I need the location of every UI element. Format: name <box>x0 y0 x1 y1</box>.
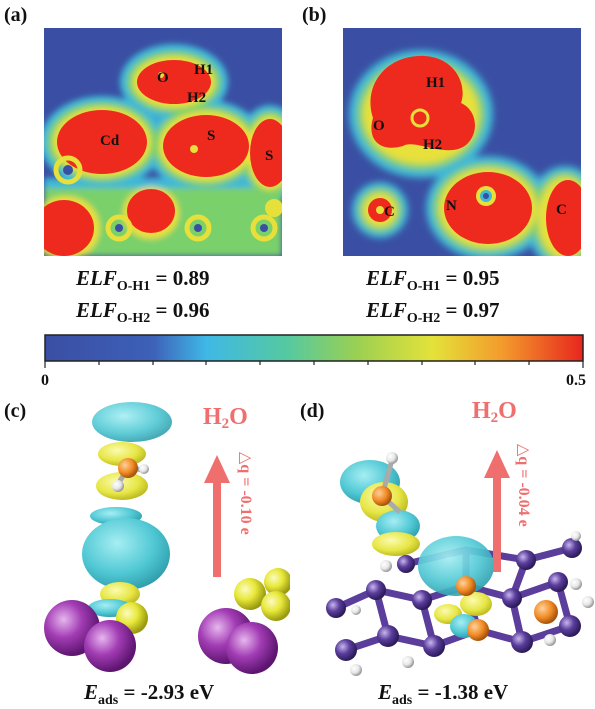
map-b-atom-h1: H1 <box>426 75 446 91</box>
eads-c-subscript: ads <box>98 693 119 708</box>
molecule-d-o: O <box>498 398 517 424</box>
elf-a-oh2-subscript: O-H2 <box>116 311 151 326</box>
charge-transfer-d: △q = -0.04 e <box>515 444 532 527</box>
panel-label-a: (a) <box>4 4 28 26</box>
map-b-atom-o: O <box>373 118 385 134</box>
eads-d-symbol: E <box>378 680 393 704</box>
eads-c: Eads = -2.93 eV <box>84 680 214 709</box>
elf-a-oh1-symbol: ELF <box>76 266 117 290</box>
molecule-c-o: O <box>229 404 248 430</box>
arrow-d <box>484 450 510 572</box>
panel-label-d: (d) <box>300 400 325 422</box>
map-a-atom-h1: H1 <box>194 62 214 78</box>
colorbar-min-label: 0 <box>41 372 49 389</box>
colorbar <box>44 334 584 368</box>
elf-map-b <box>343 28 581 256</box>
molecule-d-h: H <box>472 398 491 424</box>
map-a-atom-h2: H2 <box>187 90 207 106</box>
elf-b-oh1: ELFO-H1 = 0.95 <box>366 266 500 295</box>
colorbar-ticks <box>44 361 584 368</box>
elf-b-oh1-symbol: ELF <box>366 266 407 290</box>
map-a-atom-o: O <box>157 70 169 86</box>
elf-b-oh2-subscript: O-H2 <box>406 311 441 326</box>
elf-a-oh1-subscript: O-H1 <box>116 279 151 294</box>
molecule-d-sub: 2 <box>490 410 499 426</box>
elf-a-oh2-symbol: ELF <box>76 298 117 322</box>
colorbar-max-label: 0.5 <box>566 372 586 389</box>
elf-a-oh2-value: = 0.96 <box>155 298 210 322</box>
elf-map-a <box>44 28 282 256</box>
map-a-atom-s2: S <box>265 148 274 164</box>
map-a-atom-s1: S <box>207 128 216 144</box>
eads-c-symbol: E <box>84 680 99 704</box>
eads-d: Eads = -1.38 eV <box>378 680 508 709</box>
molecule-c-h: H <box>203 404 222 430</box>
elf-b-oh1-value: = 0.95 <box>445 266 500 290</box>
structure-d <box>326 452 594 676</box>
panel-label-b: (b) <box>302 4 327 26</box>
map-b-atom-h2: H2 <box>423 137 443 153</box>
elf-a-oh2: ELFO-H2 = 0.96 <box>76 298 210 327</box>
structure-c <box>44 402 290 674</box>
molecule-c-sub: 2 <box>221 416 230 432</box>
elf-a-oh1-value: = 0.89 <box>155 266 210 290</box>
arrow-c <box>204 455 230 577</box>
map-b-atom-n: N <box>446 198 457 214</box>
elf-b-oh2: ELFO-H2 = 0.97 <box>366 298 500 327</box>
map-b-atom-c2: C <box>556 202 567 218</box>
eads-d-subscript: ads <box>392 693 413 708</box>
map-b-atom-c1: C <box>384 204 395 220</box>
elf-b-oh2-value: = 0.97 <box>445 298 500 322</box>
molecule-label-c: H2O <box>203 404 248 433</box>
molecule-label-d: H2O <box>472 398 517 427</box>
elf-a-oh1: ELFO-H1 = 0.89 <box>76 266 210 295</box>
eads-d-value: = -1.38 eV <box>417 680 509 704</box>
elf-b-oh2-symbol: ELF <box>366 298 407 322</box>
elf-b-oh1-subscript: O-H1 <box>406 279 441 294</box>
charge-transfer-c: △q = -0.10 e <box>237 452 254 535</box>
panel-label-c: (c) <box>4 400 27 422</box>
eads-c-value: = -2.93 eV <box>123 680 215 704</box>
colorbar-gradient <box>44 334 584 362</box>
map-a-atom-cd: Cd <box>100 133 120 149</box>
